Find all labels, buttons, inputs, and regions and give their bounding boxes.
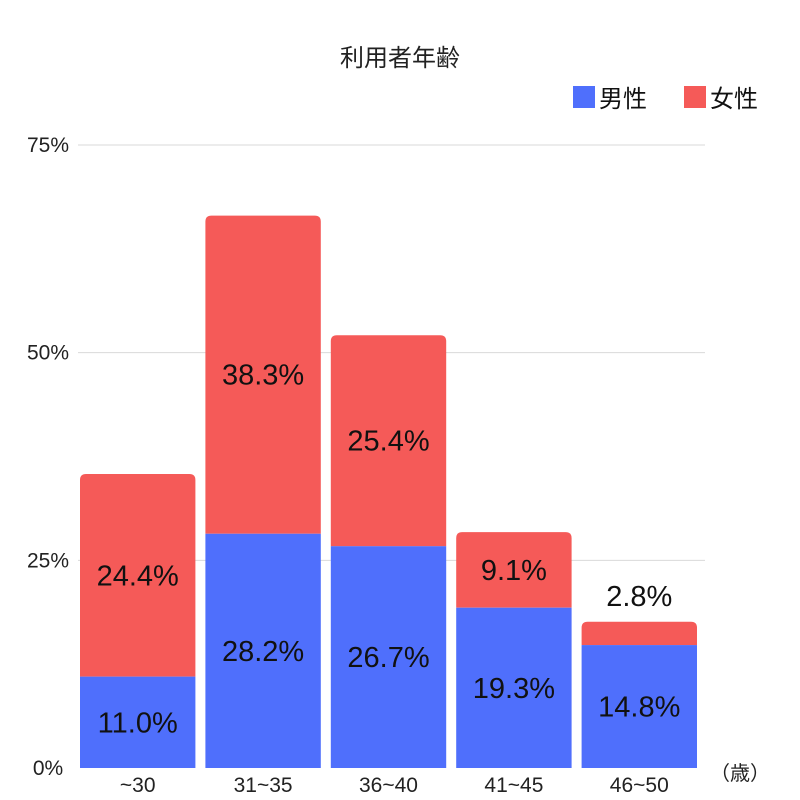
data-label-female: 2.8% [606, 581, 672, 613]
legend: 男性 女性 [573, 85, 758, 113]
y-tick-label: 75% [27, 134, 69, 157]
x-tick-label: 41~45 [484, 774, 543, 797]
bar-segment-female [80, 473, 196, 677]
y-tick-label: 0% [33, 757, 63, 780]
bar-segment-male [456, 607, 572, 768]
x-tick-label: 46~50 [610, 774, 669, 797]
legend-label-male: 男性 [599, 85, 647, 113]
data-label-male: 28.2% [222, 636, 304, 668]
legend-swatch-female [684, 86, 706, 108]
legend-label-female: 女性 [710, 85, 758, 113]
chart-title: 利用者年齢 [340, 44, 460, 72]
bar-segment-female [581, 621, 697, 646]
x-axis-ticks: ~30 31~35 36~40 41~45 46~50 [120, 774, 669, 797]
data-label-female: 9.1% [481, 555, 547, 587]
bar-segment-male [205, 533, 321, 768]
bar-segment-male [330, 546, 447, 768]
data-label-male: 26.7% [347, 642, 429, 674]
data-label-male: 19.3% [473, 673, 555, 705]
x-axis-unit-label: （歳） [710, 761, 770, 785]
bar-segment-female [330, 335, 447, 547]
y-axis-ticks: 0% 25% 50% 75% [27, 134, 69, 780]
x-tick-label: 36~40 [359, 774, 418, 797]
y-tick-label: 25% [27, 549, 69, 572]
data-label-male: 14.8% [598, 692, 680, 724]
y-tick-label: 50% [27, 342, 69, 365]
x-tick-label: ~30 [120, 774, 156, 797]
bar-segment-male [80, 676, 196, 768]
data-labels: 11.0% 24.4% 28.2% 38.3% 26.7% 25.4% 19.3% 9.1% 1… [97, 360, 681, 740]
data-label-female: 25.4% [347, 426, 429, 458]
data-label-female: 24.4% [97, 560, 179, 592]
bar-segment-male [581, 645, 697, 768]
data-label-male: 11.0% [98, 707, 178, 739]
bar-segment-female [456, 532, 572, 608]
x-tick-label: 31~35 [234, 774, 293, 797]
bars [80, 215, 697, 768]
data-label-female: 38.3% [222, 360, 304, 392]
legend-swatch-male [573, 86, 595, 108]
bar-segment-female [205, 215, 321, 534]
